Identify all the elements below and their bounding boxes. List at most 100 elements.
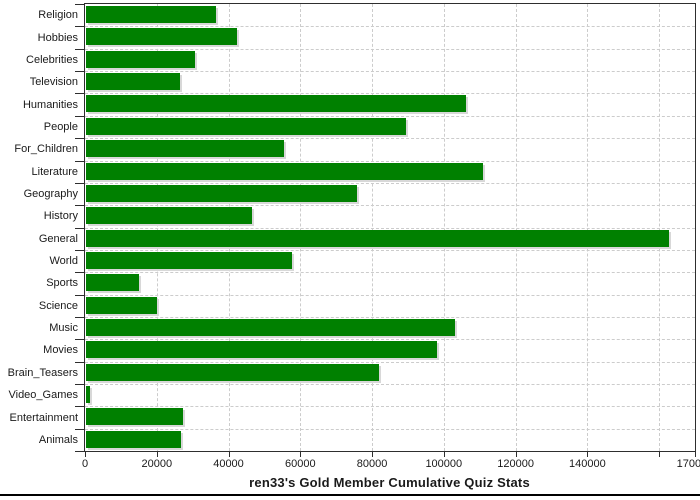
x-axis-label: 120000 (497, 458, 534, 470)
y-axis-tick (75, 339, 84, 341)
y-axis-tick (75, 115, 84, 117)
y-axis-tick (75, 93, 84, 95)
category-label: General (38, 232, 78, 245)
y-axis-tick (75, 428, 84, 430)
horizontal-gridline (85, 227, 695, 229)
horizontal-gridline (85, 160, 695, 162)
horizontal-gridline (85, 138, 695, 140)
x-axis-tick (85, 452, 86, 457)
bar-people (86, 117, 407, 135)
horizontal-gridline (85, 71, 695, 73)
bar-television (86, 73, 180, 91)
plot-area (84, 3, 696, 452)
category-label: People (43, 120, 78, 133)
horizontal-gridline (85, 182, 695, 184)
horizontal-gridline (85, 249, 695, 251)
horizontal-gridline (85, 339, 695, 341)
y-axis-tick (75, 26, 84, 28)
y-axis-tick (75, 272, 84, 274)
category-label: Entertainment (9, 411, 78, 424)
category-label: History (43, 210, 78, 223)
category-label: Video_Games (8, 389, 78, 402)
y-axis-tick (75, 71, 84, 73)
horizontal-gridline (85, 428, 695, 430)
category-label: World (49, 255, 78, 267)
x-axis-tick (156, 452, 158, 457)
bar-sports (86, 274, 140, 292)
bar-humanities (86, 95, 466, 113)
category-label: Television (29, 76, 78, 89)
bottom-divider (0, 494, 700, 496)
y-axis-tick (75, 406, 84, 408)
x-axis-label: 100000 (425, 458, 463, 470)
bar-for-children (86, 140, 284, 158)
x-axis-label: 40000 (213, 458, 244, 470)
y-axis-tick (75, 205, 84, 207)
x-axis-tick (372, 452, 374, 457)
y-axis-tick (75, 138, 84, 140)
bar-animals (86, 430, 181, 448)
y-axis-tick (75, 294, 84, 296)
bar-science (86, 296, 157, 314)
horizontal-gridline (85, 384, 695, 385)
category-label: Humanities (22, 98, 78, 111)
bar-entertainment (86, 408, 183, 426)
category-label: Animals (38, 433, 78, 446)
bar-history (86, 207, 253, 225)
y-axis-tick (75, 316, 84, 318)
y-axis-tick (75, 361, 84, 363)
horizontal-gridline (85, 26, 695, 28)
horizontal-gridline (85, 115, 695, 117)
x-axis-tick (587, 452, 589, 457)
horizontal-gridline (85, 316, 695, 318)
bar-brain-teasers (86, 363, 379, 381)
category-label: Movies (43, 344, 78, 357)
category-label: Geography (23, 188, 78, 200)
x-axis-tick (515, 452, 517, 457)
horizontal-gridline (85, 406, 695, 408)
category-label: Music (49, 322, 78, 335)
category-label: Sports (46, 277, 78, 290)
bar-religion (86, 6, 216, 23)
y-axis-tick (75, 249, 84, 251)
x-axis-label: 20000 (141, 458, 173, 470)
category-label: Literature (31, 165, 78, 178)
horizontal-gridline (85, 205, 695, 207)
category-label: Religion (38, 9, 78, 22)
x-axis-tick (300, 452, 302, 457)
bar-geography (86, 184, 357, 202)
y-axis-tick (75, 451, 84, 452)
x-axis-label: 80000 (356, 458, 388, 470)
category-label: Celebrities (26, 53, 78, 66)
x-axis-tick (695, 452, 696, 457)
bar-celebrities (86, 50, 195, 68)
horizontal-gridline (85, 93, 695, 95)
horizontal-gridline (85, 294, 695, 296)
y-axis-tick (75, 4, 84, 5)
bar-world (86, 251, 292, 269)
bar-general (86, 229, 670, 247)
bar-hobbies (86, 28, 237, 46)
category-label: Hobbies (37, 31, 78, 44)
chart-title: ren33's Gold Member Cumulative Quiz Stat… (249, 475, 530, 490)
x-axis-label: 170000 (676, 458, 700, 470)
y-axis-tick (75, 384, 84, 385)
bar-literature (86, 162, 483, 180)
category-label: Science (38, 299, 78, 312)
category-label: Brain_Teasers (7, 366, 78, 379)
category-label: For_Children (14, 143, 78, 156)
x-axis-tick (443, 452, 445, 457)
horizontal-gridline (85, 48, 695, 50)
horizontal-gridline (85, 272, 695, 274)
y-axis-tick (75, 227, 84, 229)
bar-video-games (86, 386, 90, 403)
x-axis-tick (659, 452, 661, 457)
y-axis-tick (75, 182, 84, 184)
y-axis-tick (75, 48, 84, 50)
bar-movies (86, 341, 438, 359)
bar-music (86, 318, 456, 336)
x-axis-label: 60000 (285, 458, 316, 470)
x-axis-tick (228, 452, 230, 457)
y-axis-tick (75, 160, 84, 162)
